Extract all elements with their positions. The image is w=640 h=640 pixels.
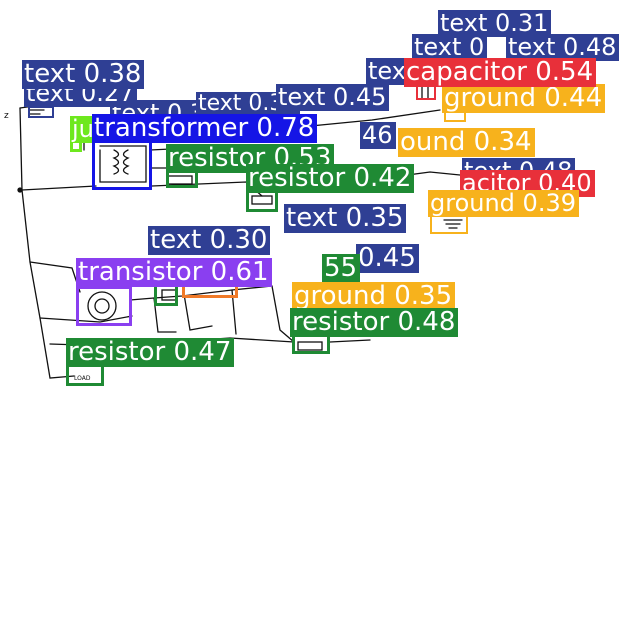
detection-label: resistor 0.42 xyxy=(246,164,415,193)
detection-label: text 0 xyxy=(412,34,488,61)
bounding-box xyxy=(28,106,54,118)
detection-label: tex xyxy=(366,58,409,85)
detection-label: ground 0.44 xyxy=(442,84,606,113)
transformer-coils xyxy=(99,145,147,183)
bounding-box xyxy=(292,334,330,354)
detection-label: text 0.30 xyxy=(148,226,271,255)
detection-label: ound 0.34 xyxy=(398,128,535,157)
detection-label: resistor 0.47 xyxy=(66,338,235,367)
detection-label: text 0.45 xyxy=(276,84,390,111)
detection-label: 55 xyxy=(322,254,361,283)
detection-label: ground 0.39 xyxy=(428,190,579,217)
detection-label: text 0.48 xyxy=(506,34,620,61)
bounding-box xyxy=(76,286,132,326)
detection-label: text 0.38 xyxy=(22,60,145,89)
detection-label: ground 0.35 xyxy=(292,282,456,311)
node-mark: z xyxy=(4,111,9,121)
detection-label: 46 xyxy=(360,122,396,149)
load-label: LOAD xyxy=(74,375,91,382)
bounding-box xyxy=(66,364,104,386)
transistor-symbol xyxy=(87,291,117,321)
bounding-box xyxy=(92,138,152,190)
detection-label: resistor 0.48 xyxy=(290,308,459,337)
detection-label: capacitor 0.54 xyxy=(404,58,597,87)
detection-label: 0.45 xyxy=(356,244,419,273)
detection-label: transformer 0.78 xyxy=(92,114,318,143)
detection-label: text 0.31 xyxy=(438,10,552,37)
detection-label: text 0.35 xyxy=(284,204,407,233)
detection-label: transistor 0.61 xyxy=(76,258,272,287)
